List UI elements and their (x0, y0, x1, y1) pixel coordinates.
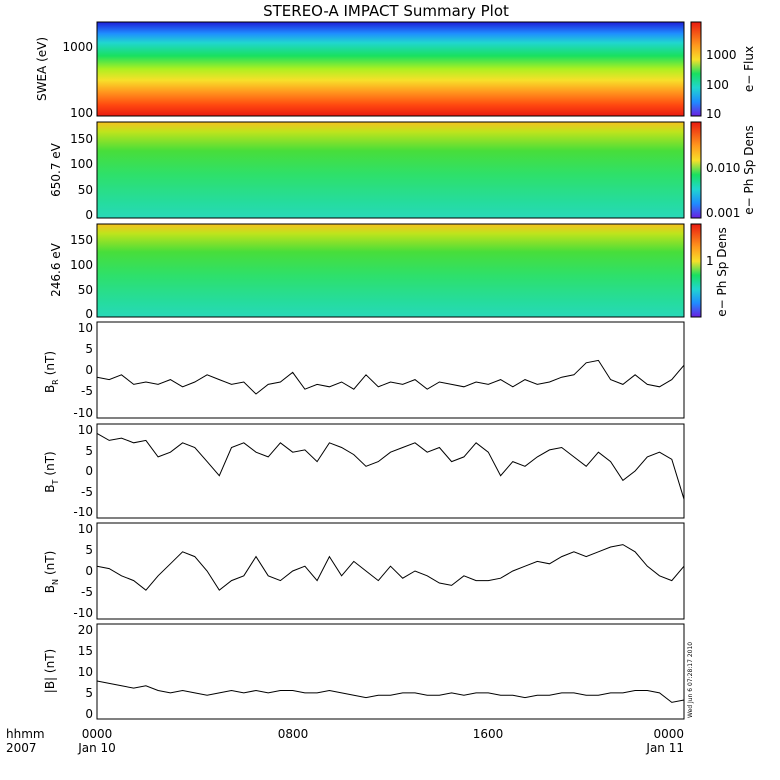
swea-frame (96, 21, 685, 117)
x-axis: hhmm 2007 0000 Jan 10 0800 1600 0000 Jan… (6, 727, 684, 755)
x-row1-label: hhmm (6, 727, 45, 741)
bn-ytick-neg10: -10 (73, 606, 93, 620)
pad246-frame (96, 223, 685, 318)
bt-ylabel-sub: T (51, 479, 60, 485)
pad650-cb-label: e− Ph Sp Dens (742, 125, 756, 214)
swea-cb-tick-100: 100 (706, 78, 729, 92)
panel-pad246: 150 100 50 0 246.6 eV 1 e− Ph Sp Dens (49, 223, 729, 321)
xtick-date-jan11: Jan 11 (645, 741, 684, 755)
bn-ytick-0: 0 (85, 564, 93, 578)
bn-ytick-10: 10 (78, 522, 93, 536)
pad246-ylabel: 246.6 eV (49, 242, 63, 297)
bn-ylabel-sub: N (51, 579, 60, 585)
panel-bn: 10 5 0 -5 -10 BN (nT) (43, 522, 685, 620)
swea-ylabel: SWEA (eV) (35, 37, 49, 101)
panel-pad650: 150 100 50 0 650.7 eV 0.010 0.001 e− Ph … (49, 121, 756, 222)
panel-swea: 1000 100 SWEA (eV) 1000 100 10 e− Flux (35, 21, 756, 121)
pad246-cb-tick-1: 1 (706, 254, 714, 268)
pad246-spectrogram (97, 224, 684, 317)
bt-ylabel-b: B (43, 484, 57, 492)
swea-ytick-1000: 1000 (62, 40, 93, 54)
bn-ytick-5: 5 (85, 543, 93, 557)
swea-spectrogram (97, 22, 684, 116)
br-ylabel: BR (nT) (43, 351, 60, 393)
br-ytick-neg5: -5 (81, 384, 93, 398)
swea-colorbar (690, 21, 702, 117)
pad246-ytick-50: 50 (78, 283, 93, 297)
br-ylabel-sub: R (51, 379, 60, 385)
panel-bmag: 20 15 10 5 0 |B| (nT) Wed Jun 6 07:28:17… (43, 623, 694, 721)
panel-br: 10 5 0 -5 -10 BR (nT) (43, 321, 685, 420)
bt-ylabel-unit: (nT) (43, 451, 57, 475)
bn-frame (96, 522, 685, 620)
pad650-ytick-150: 150 (70, 132, 93, 146)
pad650-colorbar (690, 121, 702, 219)
bmag-frame (96, 623, 685, 720)
bmag-ytick-15: 15 (78, 644, 93, 658)
bt-frame (96, 423, 685, 519)
bn-ylabel: BN (nT) (43, 551, 60, 594)
xtick-date-jan10: Jan 10 (77, 741, 116, 755)
bt-trace (96, 432, 685, 500)
pad650-cb-tick-0001: 0.001 (706, 206, 740, 220)
timestamp-stamp: Wed Jun 6 07:28:17 2010 (687, 642, 694, 718)
bn-trace (96, 544, 685, 591)
bmag-ytick-20: 20 (78, 623, 93, 637)
br-ylabel-b: B (43, 385, 57, 393)
bmag-ylabel: |B| (nT) (43, 649, 57, 693)
bmag-trace (96, 680, 685, 703)
pad650-ytick-0: 0 (85, 208, 93, 222)
br-ytick-neg10: -10 (73, 406, 93, 420)
xtick-0000-end: 0000 (653, 727, 684, 741)
bt-ylabel: BT (nT) (43, 451, 60, 492)
br-trace (96, 359, 685, 395)
pad650-frame (96, 121, 685, 219)
panel-bt: 10 5 0 -5 -10 BT (nT) (43, 423, 685, 519)
bmag-ytick-10: 10 (78, 665, 93, 679)
bmag-ytick-0: 0 (85, 707, 93, 721)
bt-ytick-neg10: -10 (73, 505, 93, 519)
bt-ytick-10: 10 (78, 423, 93, 437)
pad246-colorbar (690, 223, 702, 318)
bt-ytick-5: 5 (85, 444, 93, 458)
br-ytick-5: 5 (85, 342, 93, 356)
pad246-ytick-0: 0 (85, 307, 93, 321)
br-ylabel-unit: (nT) (43, 351, 57, 375)
br-frame (96, 321, 685, 419)
pad246-ytick-150: 150 (70, 233, 93, 247)
br-ytick-10: 10 (78, 321, 93, 335)
bn-ytick-neg5: -5 (81, 585, 93, 599)
chart-title: STEREO-A IMPACT Summary Plot (263, 2, 509, 20)
bmag-ytick-5: 5 (85, 686, 93, 700)
swea-cb-tick-10: 10 (706, 107, 721, 121)
pad246-cb-label: e− Ph Sp Dens (715, 227, 729, 316)
pad650-ytick-100: 100 (70, 157, 93, 171)
xtick-0800: 0800 (278, 727, 309, 741)
x-row2-label: 2007 (6, 741, 37, 755)
br-ytick-0: 0 (85, 363, 93, 377)
pad650-ytick-50: 50 (78, 183, 93, 197)
xtick-1600: 1600 (473, 727, 504, 741)
swea-cb-tick-1000: 1000 (706, 48, 737, 62)
xtick-0000-start: 0000 (82, 727, 113, 741)
swea-cb-label: e− Flux (742, 46, 756, 92)
bt-ytick-0: 0 (85, 464, 93, 478)
bn-ylabel-b: B (43, 585, 57, 593)
bn-ylabel-unit: (nT) (43, 551, 57, 575)
bt-ytick-neg5: -5 (81, 485, 93, 499)
pad246-ytick-100: 100 (70, 258, 93, 272)
swea-ytick-100: 100 (70, 106, 93, 120)
pad650-ylabel: 650.7 eV (49, 142, 63, 197)
pad650-spectrogram (97, 122, 684, 218)
pad650-cb-tick-0010: 0.010 (706, 161, 740, 175)
